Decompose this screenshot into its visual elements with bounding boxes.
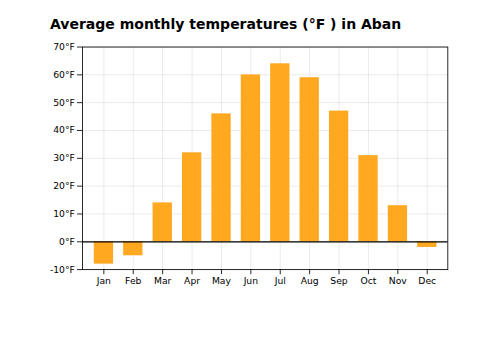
svg-text:40°F: 40°F	[53, 124, 75, 135]
svg-text:20°F: 20°F	[53, 180, 75, 191]
svg-text:Oct: Oct	[360, 275, 376, 286]
svg-text:10°F: 10°F	[53, 208, 75, 219]
svg-text:Feb: Feb	[125, 275, 141, 286]
svg-text:-10°F: -10°F	[50, 264, 75, 275]
svg-text:Jun: Jun	[243, 275, 259, 286]
svg-text:Jul: Jul	[274, 275, 286, 286]
html-text:Average monthly temperatures (: Average monthly temperatures (°F ) in Ab…	[50, 16, 402, 32]
svg-text:0°F: 0°F	[59, 236, 75, 247]
svg-text:Nov: Nov	[389, 275, 408, 286]
svg-text:May: May	[212, 275, 232, 286]
svg-text:Mar: Mar	[154, 275, 172, 286]
svg-text:Jan: Jan	[96, 275, 111, 286]
svg-text:30°F: 30°F	[53, 152, 75, 163]
svg-text:Sep: Sep	[330, 275, 348, 286]
svg-text:Aug: Aug	[301, 275, 319, 286]
svg-text:50°F: 50°F	[53, 97, 75, 108]
svg-text:Dec: Dec	[418, 275, 436, 286]
svg-text:70°F: 70°F	[53, 41, 75, 52]
svg-text:Apr: Apr	[184, 275, 200, 286]
svg-text:60°F: 60°F	[53, 69, 75, 80]
